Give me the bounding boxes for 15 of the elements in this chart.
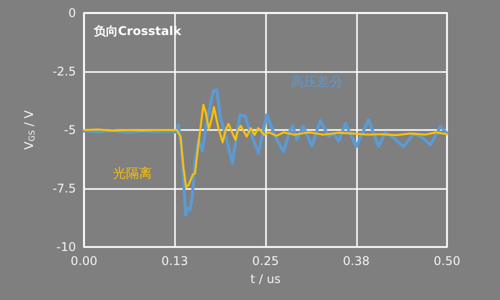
text: 光隔离	[113, 165, 152, 182]
y-tick-label: -10	[56, 240, 76, 254]
x-tick-label: 0.38	[342, 254, 370, 268]
line-series	[83, 104, 448, 188]
y-tick-label: -7.5	[52, 182, 76, 196]
x-tick-label: 0.25	[252, 254, 279, 268]
y-tick-label: -2.5	[52, 64, 76, 78]
x-tick-label: 0.13	[161, 254, 188, 268]
x-tick-label: 0.50	[434, 254, 460, 268]
y-axis-title: VGS / V	[22, 110, 36, 150]
text: 高压差分	[290, 74, 343, 90]
y-tick-label: -5	[64, 123, 76, 137]
y-tick-label: 0	[68, 6, 76, 20]
x-axis-title: t / us	[250, 272, 281, 286]
x-tick-label: 0.00	[70, 254, 98, 268]
